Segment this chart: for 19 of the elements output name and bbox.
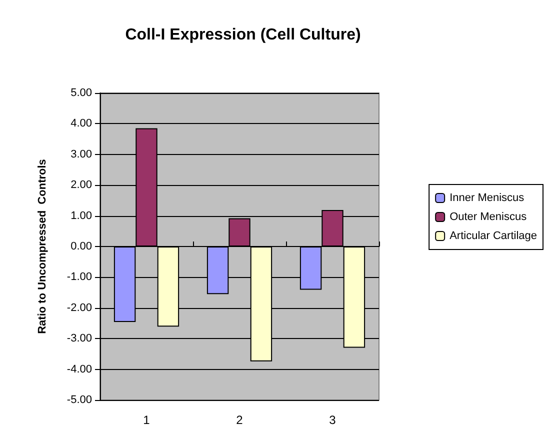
x-tick-label: 3 (329, 413, 336, 427)
y-tick-label: 4.00 (70, 118, 92, 130)
y-tick-label: -5.00 (66, 394, 92, 406)
y-tick-label: 2.00 (70, 179, 92, 192)
legend-label: Outer Meniscus (450, 211, 528, 223)
x-tick-label: 2 (236, 413, 244, 427)
y-tick-label: -3.00 (66, 332, 92, 345)
y-tick-label: -4.00 (66, 363, 92, 376)
y-axis-title: Ratio to Uncompressed Controls (36, 159, 48, 334)
y-tick-label: 1.00 (70, 210, 92, 222)
legend-label: Articular Cartilage (450, 230, 537, 242)
y-tick-label: 0.00 (70, 240, 92, 252)
legend-label: Inner Meniscus (450, 192, 525, 204)
x-tick-label: 1 (143, 413, 150, 427)
y-tick-label: 3.00 (70, 148, 92, 160)
y-tick-label: -1.00 (66, 271, 92, 284)
y-tick-label: -2.00 (66, 302, 92, 314)
y-tick-label: 5.00 (70, 87, 92, 99)
chart-title: Coll-I Expression (Cell Culture) (125, 26, 361, 44)
